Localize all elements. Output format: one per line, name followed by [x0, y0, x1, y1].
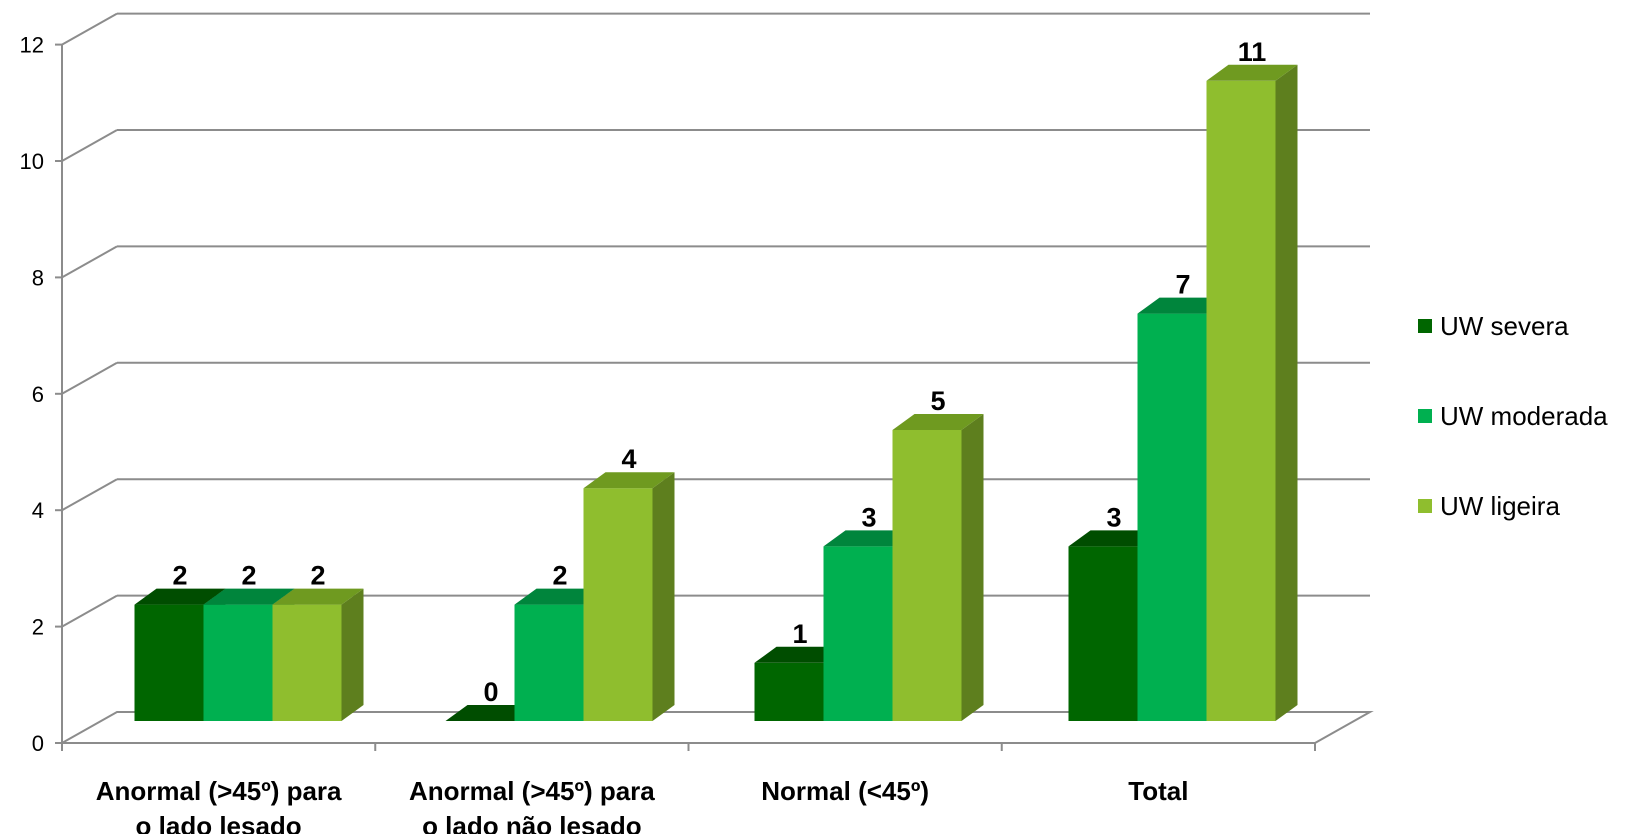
data-label: 2 — [552, 561, 567, 591]
legend-swatch — [1418, 319, 1432, 333]
bar-front — [514, 604, 584, 721]
data-label: 1 — [792, 619, 807, 649]
data-label: 0 — [483, 677, 498, 707]
bar-top — [445, 705, 537, 721]
data-labels: 2 0 1 3 2 2 3 7 2 4 5 11 — [172, 37, 1266, 707]
legend-label: UW severa — [1440, 311, 1569, 341]
bar-top — [1068, 530, 1160, 547]
data-label: 2 — [310, 561, 325, 591]
data-label: 4 — [621, 444, 636, 474]
bar-front — [754, 662, 824, 721]
bar-top — [754, 646, 846, 663]
bar-front — [1068, 546, 1138, 721]
bar-front — [892, 430, 962, 721]
bar — [1206, 64, 1298, 722]
legend-label: UW ligeira — [1440, 491, 1560, 521]
category-label: o lado não lesado — [422, 811, 642, 834]
bar — [583, 472, 675, 721]
data-label: 7 — [1175, 270, 1190, 300]
legend-item: UW moderada — [1418, 401, 1608, 431]
data-label: 2 — [241, 561, 256, 591]
side-gridline — [61, 245, 118, 279]
bars — [134, 64, 1298, 722]
legend-swatch — [1418, 499, 1432, 513]
category-label: Total — [1128, 776, 1188, 806]
floor — [61, 711, 1374, 744]
side-gridline — [61, 12, 118, 46]
bar-front — [583, 488, 653, 721]
bar-front — [823, 546, 893, 721]
bar-side — [341, 588, 364, 721]
category-label: Anormal (>45º) para — [409, 776, 655, 806]
y-tick-label: 8 — [32, 265, 44, 290]
side-gridline — [61, 129, 118, 162]
legend-item: UW ligeira — [1418, 491, 1560, 521]
bar-top — [514, 588, 606, 605]
side-gridline — [61, 361, 118, 395]
data-label: 11 — [1238, 37, 1267, 67]
bar — [892, 414, 984, 721]
category-label: Normal (<45º) — [761, 776, 929, 806]
bar-top — [583, 472, 675, 489]
bar-top — [272, 588, 364, 605]
bar-front — [1206, 80, 1276, 722]
bar-side — [652, 472, 675, 721]
y-tick-label: 12 — [20, 33, 44, 58]
bar-top — [823, 530, 915, 547]
legend-swatch — [1418, 409, 1432, 423]
side-gridline — [61, 594, 118, 628]
bar-top — [892, 414, 984, 430]
legend: UW severa UW moderada UW ligeira — [1418, 311, 1608, 521]
data-label: 5 — [930, 386, 945, 416]
bar-top — [1206, 64, 1298, 81]
bar-front — [134, 604, 204, 721]
data-label: 3 — [1106, 502, 1121, 532]
legend-label: UW moderada — [1440, 401, 1608, 431]
data-label: 3 — [861, 502, 876, 532]
bar-front — [1137, 313, 1207, 721]
y-tick-label: 6 — [32, 382, 44, 407]
bar-side — [961, 414, 984, 721]
legend-item: UW severa — [1418, 311, 1569, 341]
category-label: o lado lesado — [136, 811, 302, 834]
bar-front — [203, 604, 273, 721]
bar-top — [134, 588, 226, 605]
bar — [445, 705, 537, 721]
y-tick-label: 2 — [32, 615, 44, 640]
bar-side — [1275, 64, 1298, 722]
y-tick-label: 4 — [32, 498, 44, 523]
y-tick-label: 10 — [20, 149, 44, 174]
side-gridline — [61, 478, 118, 512]
bar-top — [203, 588, 295, 605]
bar-front — [272, 604, 342, 721]
gridlines — [61, 12, 1374, 744]
y-tick-label: 0 — [32, 731, 44, 756]
bar — [272, 588, 364, 721]
category-label: Anormal (>45º) para — [96, 776, 342, 806]
data-label: 2 — [172, 561, 187, 591]
bar-top — [1137, 297, 1229, 314]
